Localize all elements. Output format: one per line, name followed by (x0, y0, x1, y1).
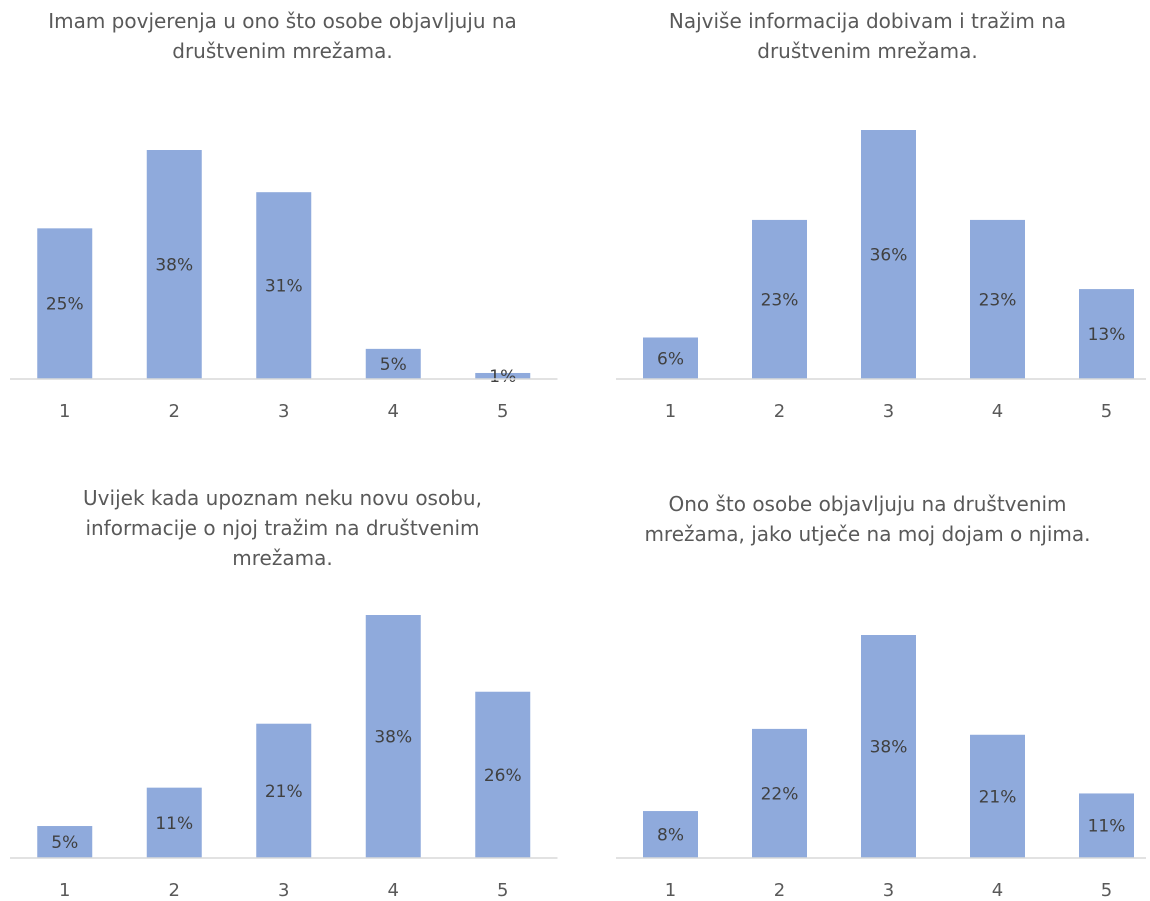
x-tick-label: 5 (1101, 880, 1112, 901)
chart-title-line: Najviše informacija dobivam i tražim na (668, 9, 1067, 33)
chart-title: Uvijek kada upoznam neku novu osobu, inf… (0, 483, 565, 573)
chart-panel-trust: Imam povjerenja u ono što osobe objavlju… (0, 0, 565, 450)
data-label: 11% (155, 814, 193, 834)
x-tick-label: 3 (883, 880, 894, 901)
bar-4 (970, 734, 1025, 858)
bar-3 (256, 723, 312, 858)
chart-panel-info-source: Najviše informacija dobivam i tražim na … (585, 0, 1150, 450)
chart-title-line: Uvijek kada upoznam neku novu osobu, (83, 486, 482, 510)
data-label: 21% (265, 782, 303, 802)
x-tick-label: 1 (665, 880, 676, 901)
data-label: 21% (979, 787, 1017, 807)
data-label: 23% (979, 290, 1017, 310)
data-label: 26% (484, 766, 522, 786)
bar-2 (146, 787, 202, 858)
chart-title-line: društvenim mrežama. (757, 39, 978, 63)
bar-1 (643, 811, 698, 858)
chart-title-line: Ono što osobe objavljuju na društvenim (668, 492, 1067, 516)
data-label: 23% (761, 290, 799, 310)
chart-title: Ono što osobe objavljuju na društvenim m… (585, 489, 1150, 549)
data-label: 11% (1088, 817, 1126, 837)
chart-panel-new-person: Uvijek kada upoznam neku novu osobu, inf… (0, 455, 565, 901)
bar-2 (752, 728, 807, 858)
data-label: 1% (489, 367, 516, 387)
data-label: 5% (380, 355, 407, 375)
x-tick-label: 3 (278, 401, 289, 422)
bar-5 (1079, 793, 1134, 858)
bar-4 (365, 348, 421, 379)
x-tick-label: 5 (1101, 401, 1112, 422)
x-tick-label: 3 (883, 401, 894, 422)
bar-2 (752, 219, 807, 379)
chart-title-line: Imam povjerenja u ono što osobe objavlju… (48, 9, 517, 33)
x-tick-label: 2 (774, 401, 785, 422)
bar-5 (1079, 289, 1134, 379)
x-tick-label: 2 (169, 401, 180, 422)
chart-plot: 8% 1 22% 2 38% 3 21% 4 11% 5 (616, 635, 1146, 901)
chart-title-line: mrežama. (232, 546, 333, 570)
bar-4 (365, 615, 421, 858)
chart-title: Najviše informacija dobivam i tražim na … (585, 6, 1150, 66)
x-tick-label: 1 (59, 880, 70, 901)
x-tick-label: 2 (169, 880, 180, 901)
x-tick-label: 3 (278, 880, 289, 901)
bar-5 (475, 691, 531, 858)
chart-title-line: mrežama, jako utječe na moj dojam o njim… (644, 522, 1091, 546)
data-label: 8% (657, 826, 684, 846)
chart-plot: 6% 1 23% 2 36% 3 23% 4 13% 5 (616, 130, 1146, 422)
data-label: 5% (51, 833, 78, 853)
bar-2 (146, 150, 202, 379)
data-label: 38% (155, 256, 193, 276)
x-tick-label: 5 (497, 880, 508, 901)
chart-title-line: društvenim mrežama. (172, 39, 393, 63)
data-label: 31% (265, 277, 303, 297)
bar-3 (861, 130, 916, 379)
x-tick-label: 1 (665, 401, 676, 422)
data-label: 36% (870, 246, 908, 266)
bar-1 (37, 826, 93, 858)
x-tick-label: 2 (774, 880, 785, 901)
bar-4 (970, 219, 1025, 379)
chart-plot: 5% 1 11% 2 21% 3 38% 4 26% 5 (10, 615, 558, 901)
chart-plot: 25% 1 38% 2 31% 3 5% 4 1% 5 (10, 150, 558, 422)
bar-3 (861, 635, 916, 858)
bar-5 (475, 372, 531, 379)
data-label: 38% (374, 728, 412, 748)
chart-panel-impression: Ono što osobe objavljuju na društvenim m… (585, 455, 1150, 901)
data-label: 25% (46, 295, 84, 315)
bar-1 (643, 337, 698, 379)
data-label: 6% (657, 349, 684, 369)
chart-title-line: informacije o njoj tražim na društvenim (85, 516, 480, 540)
data-label: 38% (870, 738, 908, 758)
x-tick-label: 4 (388, 401, 399, 422)
x-tick-label: 4 (388, 880, 399, 901)
data-label: 13% (1088, 325, 1126, 345)
x-tick-label: 1 (59, 401, 70, 422)
bar-3 (256, 192, 312, 379)
bar-1 (37, 228, 93, 379)
chart-title: Imam povjerenja u ono što osobe objavlju… (0, 6, 565, 66)
data-label: 22% (761, 784, 799, 804)
x-tick-label: 4 (992, 880, 1003, 901)
x-tick-label: 5 (497, 401, 508, 422)
x-tick-label: 4 (992, 401, 1003, 422)
